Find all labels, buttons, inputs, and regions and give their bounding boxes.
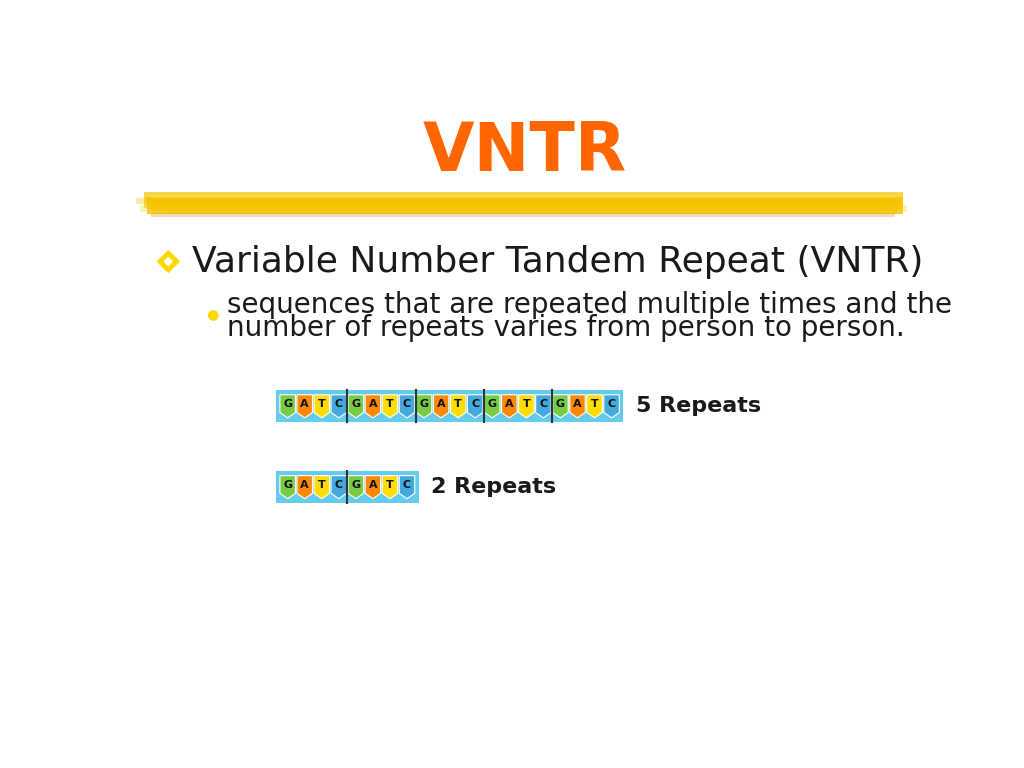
Text: G: G	[351, 399, 360, 409]
Text: G: G	[556, 399, 565, 409]
Polygon shape	[604, 395, 620, 418]
Bar	[159, 194, 888, 206]
Bar	[139, 204, 907, 212]
Text: Variable Number Tandem Repeat (VNTR): Variable Number Tandem Repeat (VNTR)	[191, 244, 923, 279]
Text: T: T	[591, 399, 598, 409]
Polygon shape	[297, 475, 312, 498]
Polygon shape	[417, 395, 432, 418]
Polygon shape	[382, 475, 397, 498]
Polygon shape	[399, 395, 415, 418]
Polygon shape	[484, 395, 500, 418]
Bar	[147, 197, 903, 214]
Polygon shape	[518, 395, 535, 418]
Text: C: C	[540, 399, 548, 409]
Text: T: T	[522, 399, 530, 409]
Bar	[276, 471, 419, 503]
Text: A: A	[573, 399, 582, 409]
Polygon shape	[467, 395, 483, 418]
Text: VNTR: VNTR	[423, 119, 627, 185]
Text: T: T	[317, 399, 326, 409]
Polygon shape	[382, 395, 397, 418]
Bar	[276, 390, 624, 422]
Polygon shape	[433, 395, 449, 418]
Bar	[155, 197, 894, 202]
Bar	[143, 192, 903, 207]
Bar	[136, 197, 899, 204]
Polygon shape	[158, 251, 179, 273]
Polygon shape	[587, 395, 602, 418]
Text: number of repeats varies from person to person.: number of repeats varies from person to …	[227, 314, 905, 342]
Text: T: T	[455, 399, 462, 409]
Text: C: C	[402, 399, 411, 409]
Polygon shape	[314, 395, 330, 418]
Text: T: T	[386, 480, 394, 490]
Text: G: G	[351, 480, 360, 490]
Bar	[147, 200, 895, 209]
Polygon shape	[348, 475, 364, 498]
Text: 2 Repeats: 2 Repeats	[431, 477, 556, 497]
Bar	[167, 209, 884, 214]
Polygon shape	[314, 475, 330, 498]
Text: A: A	[437, 399, 445, 409]
Polygon shape	[451, 395, 466, 418]
Text: T: T	[386, 399, 394, 409]
Polygon shape	[366, 475, 381, 498]
Polygon shape	[553, 395, 568, 418]
Polygon shape	[569, 395, 586, 418]
Polygon shape	[331, 395, 346, 418]
Text: G: G	[283, 399, 292, 409]
Polygon shape	[366, 395, 381, 418]
Polygon shape	[331, 475, 346, 498]
Text: 5 Repeats: 5 Repeats	[636, 396, 761, 416]
Bar	[152, 194, 895, 198]
Text: C: C	[607, 399, 615, 409]
Text: G: G	[487, 399, 497, 409]
Text: C: C	[471, 399, 479, 409]
Polygon shape	[280, 395, 295, 418]
Polygon shape	[536, 395, 551, 418]
Text: C: C	[335, 480, 343, 490]
Polygon shape	[399, 475, 415, 498]
Polygon shape	[348, 395, 364, 418]
Circle shape	[209, 311, 218, 320]
Bar	[152, 200, 898, 210]
Text: T: T	[317, 480, 326, 490]
Text: C: C	[402, 480, 411, 490]
Text: A: A	[369, 399, 377, 409]
Text: A: A	[369, 480, 377, 490]
Text: A: A	[300, 480, 309, 490]
Text: G: G	[420, 399, 429, 409]
Text: sequences that are repeated multiple times and the: sequences that are repeated multiple tim…	[227, 290, 952, 319]
Bar	[152, 213, 895, 217]
Text: G: G	[283, 480, 292, 490]
Text: A: A	[300, 399, 309, 409]
Polygon shape	[297, 395, 312, 418]
Text: C: C	[335, 399, 343, 409]
Polygon shape	[164, 257, 173, 266]
Polygon shape	[502, 395, 517, 418]
Polygon shape	[280, 475, 295, 498]
Text: A: A	[505, 399, 514, 409]
